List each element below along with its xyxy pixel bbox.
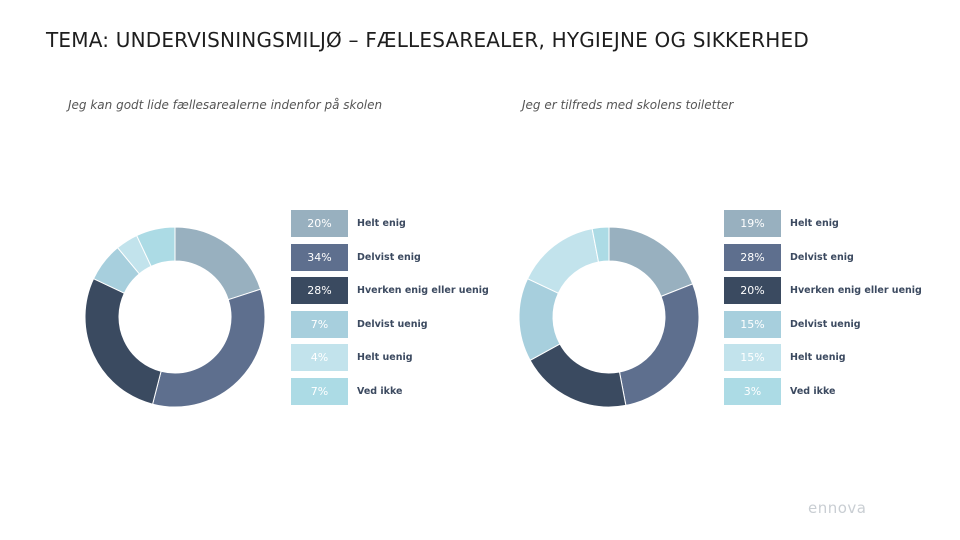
donut-chart [518,226,700,408]
legend-value-label: 28% [724,243,781,271]
legend-category-label: Ved ikke [790,385,836,397]
legend-value-label: 3% [724,377,781,405]
legend-category-label: Helt enig [790,218,839,229]
legend-category-label: Hverken enig eller uenig [790,285,922,296]
legend-value-label: 28% [291,277,348,304]
legend-value-label: 4% [291,344,348,371]
donut-slice-delvist-enig [152,288,266,408]
legend-value-label: 15% [724,344,781,371]
donut-slice-hverken-enig-eller-uenig [529,343,627,408]
legend-category-label: Helt uenig [790,352,846,363]
legend-value-label: 19% [724,210,781,237]
legend-category-label: Delvist enig [790,251,854,263]
legend-value-label: 34% [291,243,348,271]
legend-category-label: Helt uenig [357,352,413,363]
legend-value-label: 7% [291,310,348,338]
legend-category-label: Ved ikke [357,385,403,397]
legend-value-label: 20% [724,277,781,304]
page-title: TEMA: UNDERVISNINGSMILJØ – FÆLLESAREALER… [46,28,809,52]
legend-value-label: 15% [724,310,781,338]
donut-slice-helt-uenig [526,228,600,294]
legend-category-label: Delvist enig [357,251,421,263]
legend-category-label: Delvist uenig [357,318,428,330]
legend-category-label: Helt enig [357,218,406,229]
donut-slice-ved-ikke [591,226,610,263]
legend-category-label: Delvist uenig [790,318,861,330]
ennova-logo: ennova [808,499,867,517]
donut-slice-delvist-enig [618,283,700,406]
donut-slice-helt-enig [608,226,694,298]
donut-slice-hverken-enig-eller-uenig [84,278,162,405]
chart-title: Jeg er tilfreds med skolens toiletter [522,98,734,112]
donut-chart [84,226,266,408]
legend-value-label: 7% [291,377,348,405]
donut-slice-helt-enig [174,226,262,301]
legend-value-label: 20% [291,210,348,237]
legend-category-label: Hverken enig eller uenig [357,285,489,296]
donut-slice-ved-ikke [136,226,176,267]
chart-title: Jeg kan godt lide fællesarealerne indenf… [68,98,383,112]
